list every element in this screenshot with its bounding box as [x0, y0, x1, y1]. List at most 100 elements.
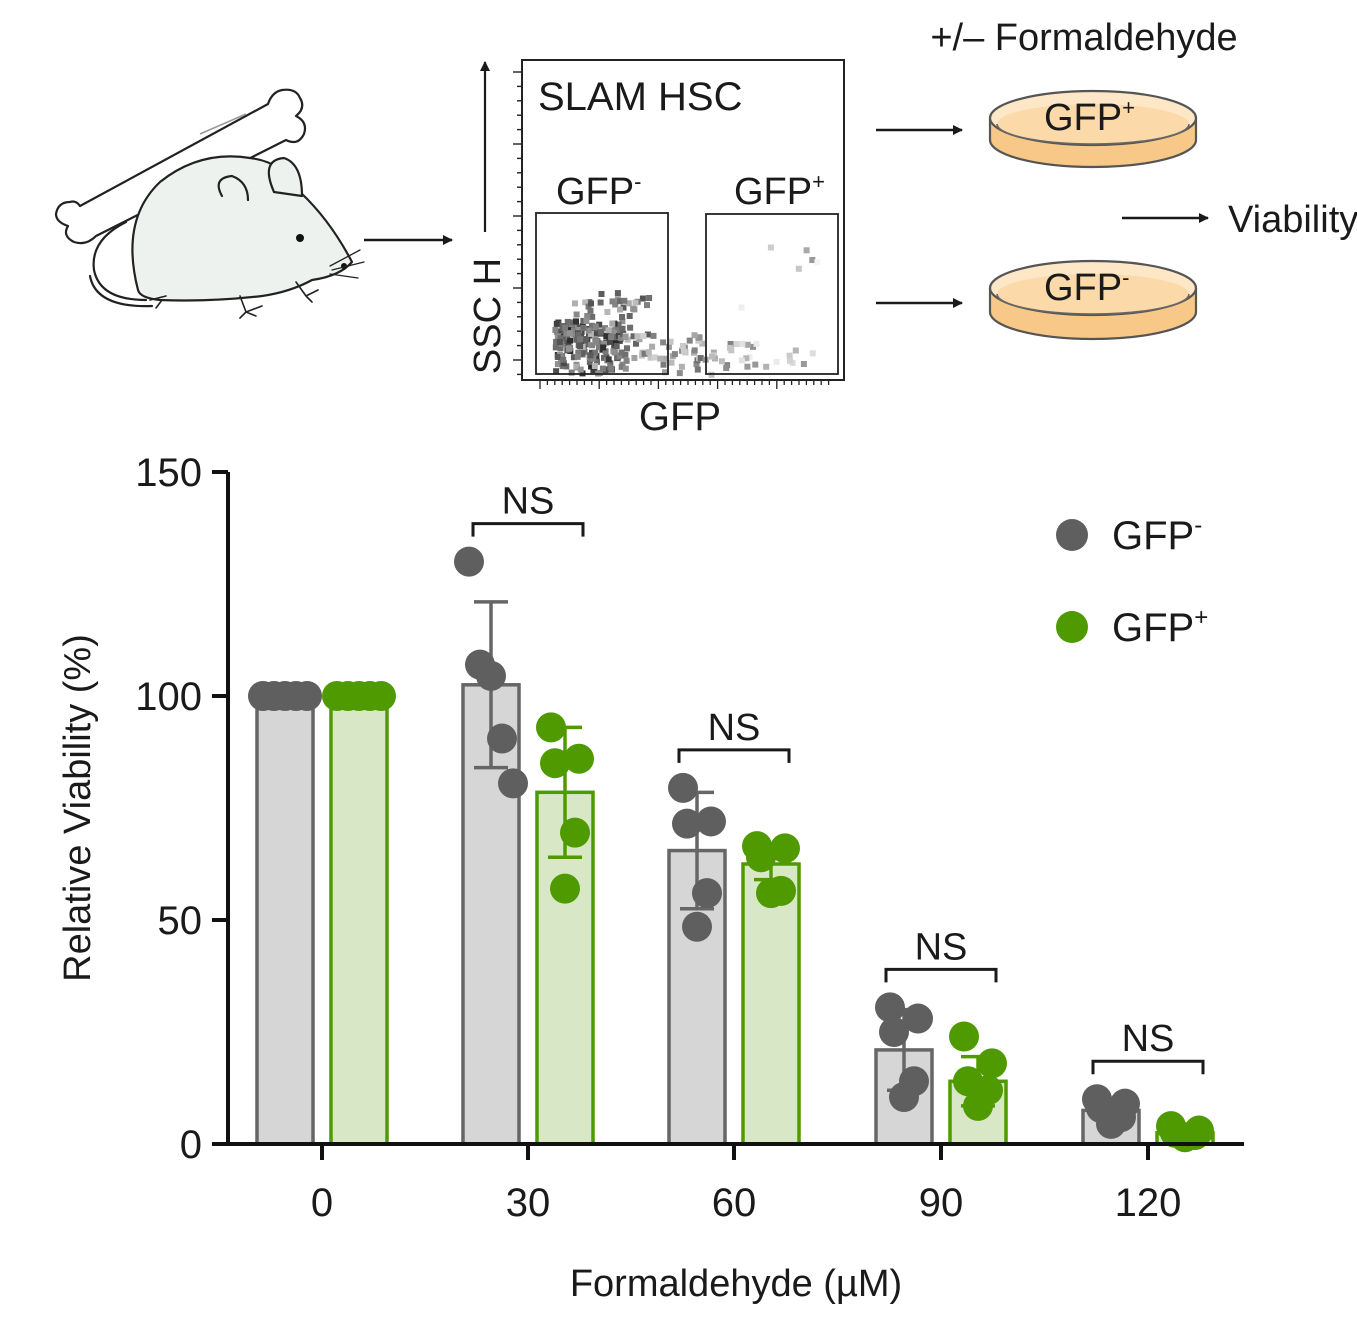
flow-event: [619, 314, 625, 320]
flow-event: [622, 365, 629, 372]
legend-item: GFP-: [1056, 512, 1202, 558]
treatment-label: +/– Formaldehyde: [930, 17, 1237, 59]
data-point: [672, 808, 702, 839]
flow-event: [568, 369, 575, 376]
flow-event: [619, 318, 626, 325]
flow-event: [763, 363, 770, 370]
readout-label: Viability: [1228, 199, 1357, 241]
flow-event: [634, 333, 641, 340]
flow-event: [622, 351, 629, 358]
schematic: SLAM HSC GFP- GFP+ SSC H GFP +/– Formald…: [54, 17, 1357, 439]
flow-event: [560, 360, 567, 367]
flow-event: [646, 295, 653, 301]
flow-event: [601, 340, 608, 347]
flow-event: [589, 313, 596, 320]
flow-event: [600, 344, 607, 351]
significance-brackets: NS NS NS NS: [471, 481, 1205, 1075]
flow-event: [744, 363, 751, 370]
flow-event: [695, 334, 702, 341]
x-tick-label: 60: [712, 1181, 757, 1225]
flow-event: [667, 338, 674, 345]
flow-event: [577, 336, 584, 343]
flow-event: [605, 356, 612, 363]
flow-event: [554, 361, 561, 368]
flow-event: [750, 343, 756, 350]
x-tick-label: 90: [919, 1181, 964, 1225]
flow-event: [573, 363, 580, 370]
flow-event: [649, 343, 656, 350]
flow-event: [787, 357, 793, 364]
flow-event: [733, 341, 740, 348]
gate-gfp-negative-label: GFP-: [556, 169, 641, 213]
data-point: [550, 873, 580, 904]
flow-event: [726, 344, 733, 351]
flow-event: [697, 355, 704, 362]
flow-event: [601, 354, 607, 361]
flow-event: [588, 363, 595, 370]
flow-event: [612, 301, 619, 308]
data-point: [1170, 1122, 1200, 1153]
data-point: [879, 1017, 909, 1047]
flow-event: [583, 317, 590, 324]
flow-event: [564, 318, 571, 325]
petri-dish-icon: [988, 259, 1198, 341]
flow-event: [592, 349, 599, 356]
flow-event: [573, 311, 580, 318]
data-point: [903, 1003, 933, 1034]
flow-event: [575, 331, 582, 338]
flow-event: [665, 343, 672, 350]
flow-event: [627, 324, 634, 331]
data-point: [875, 992, 905, 1023]
bars: [255, 683, 1215, 1146]
flow-event: [592, 323, 599, 330]
flow-y-axis-label: SSC H: [467, 258, 509, 374]
flow-event: [662, 369, 668, 376]
flow-event: [679, 343, 686, 349]
flow-event: [597, 328, 604, 335]
flow-panel-title: SLAM HSC: [538, 75, 743, 119]
bone-icon: [54, 88, 307, 245]
flow-event: [660, 361, 667, 368]
flow-event: [814, 259, 821, 266]
flow-event: [753, 340, 760, 347]
data-points: [248, 546, 1214, 1153]
data-point: [487, 723, 517, 754]
x-axis-label: Formaldehyde (µM): [570, 1263, 902, 1305]
flow-event: [587, 307, 594, 314]
flow-event: [557, 345, 564, 352]
significance-bracket: NS: [1091, 1018, 1205, 1075]
flow-event: [577, 343, 584, 350]
y-axis-label: Relative Viability (%): [57, 634, 99, 982]
flow-event: [588, 300, 594, 307]
flow-event: [676, 370, 683, 377]
flow-event: [610, 348, 617, 355]
flow-event: [613, 329, 620, 336]
gate-gfp-negative: [535, 212, 669, 375]
flow-event: [630, 333, 637, 340]
data-point: [564, 743, 594, 774]
axes: 0 50 100 150 0 30 60 90 120: [135, 451, 1244, 1225]
flow-event: [570, 354, 577, 361]
significance-bracket: NS: [884, 926, 998, 983]
significance-bracket: NS: [677, 707, 791, 763]
data-point: [696, 806, 726, 837]
flow-event: [582, 341, 589, 348]
flow-event: [608, 338, 615, 345]
flow-event: [555, 328, 562, 335]
data-point: [770, 833, 800, 864]
flow-event: [786, 352, 793, 359]
flow-event: [647, 354, 654, 361]
flow-event: [625, 300, 632, 307]
flow-event: [800, 361, 807, 367]
mouse-icon: [88, 155, 365, 319]
y-tick-label: 150: [135, 451, 202, 495]
data-point: [366, 681, 396, 711]
flow-event: [612, 334, 619, 341]
legend-label: GFP-: [1112, 512, 1202, 558]
legend-label: GFP+: [1112, 604, 1208, 650]
flow-event: [640, 333, 647, 339]
flow-event: [591, 363, 598, 369]
flow-event: [553, 338, 560, 345]
legend-marker: [1056, 611, 1088, 643]
y-tick-label: 0: [180, 1123, 202, 1167]
